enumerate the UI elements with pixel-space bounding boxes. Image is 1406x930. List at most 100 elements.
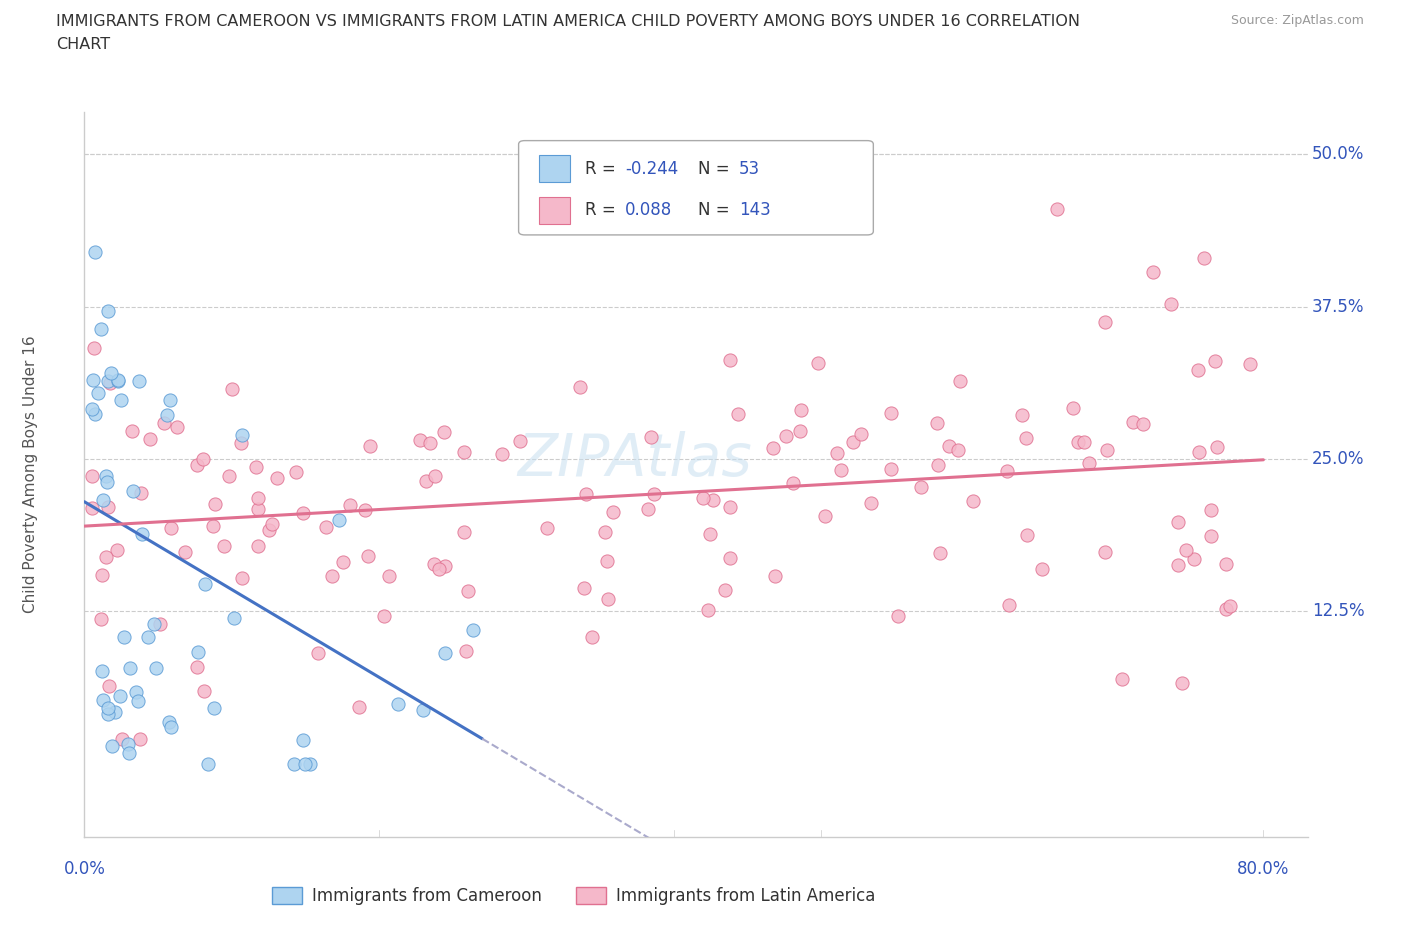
Point: [160, 720, 183, 735]
Point: [108, 688, 131, 703]
Text: 12.5%: 12.5%: [1312, 603, 1364, 620]
Point: [775, 429, 797, 444]
Point: [692, 490, 714, 505]
Point: [1142, 264, 1164, 279]
Point: [1215, 602, 1237, 617]
Point: [575, 486, 598, 501]
Text: R =: R =: [585, 160, 620, 178]
Point: [714, 583, 737, 598]
Point: [1111, 671, 1133, 686]
Point: [640, 430, 662, 445]
Point: [378, 569, 401, 584]
Point: [860, 496, 883, 511]
Point: [101, 738, 124, 753]
Point: [127, 694, 149, 709]
Point: [718, 551, 741, 565]
Point: [790, 403, 813, 418]
Point: [143, 617, 166, 631]
Point: [247, 538, 270, 553]
Point: [962, 493, 984, 508]
Point: [851, 427, 873, 442]
Point: [1171, 675, 1194, 690]
Point: [166, 419, 188, 434]
Point: [131, 526, 153, 541]
Point: [593, 525, 616, 539]
Text: IMMIGRANTS FROM CAMEROON VS IMMIGRANTS FROM LATIN AMERICA CHILD POVERTY AMONG BO: IMMIGRANTS FROM CAMEROON VS IMMIGRANTS F…: [56, 14, 1080, 29]
Point: [83, 406, 105, 421]
Point: [1132, 417, 1154, 432]
Point: [1011, 407, 1033, 422]
Point: [423, 469, 446, 484]
Point: [880, 405, 903, 420]
Point: [91, 693, 114, 708]
Point: [121, 424, 143, 439]
Point: [373, 609, 395, 624]
Point: [129, 485, 152, 500]
Point: [762, 440, 785, 455]
Point: [1167, 557, 1189, 572]
Point: [1187, 363, 1209, 378]
Text: 50.0%: 50.0%: [1312, 145, 1364, 164]
Point: [702, 493, 724, 508]
Point: [83, 340, 105, 355]
Point: [159, 714, 181, 729]
Point: [97, 374, 120, 389]
Point: [128, 732, 150, 747]
Point: [1160, 297, 1182, 312]
Point: [160, 521, 183, 536]
Text: N =: N =: [699, 160, 735, 178]
Point: [581, 630, 603, 644]
Point: [1046, 202, 1069, 217]
Point: [1239, 357, 1261, 372]
Point: [699, 526, 721, 541]
Point: [246, 501, 269, 516]
Point: [491, 446, 513, 461]
Point: [1067, 434, 1090, 449]
Point: [718, 500, 741, 515]
Point: [266, 471, 288, 485]
Point: [231, 571, 253, 586]
Point: [1204, 353, 1226, 368]
Point: [1194, 250, 1216, 265]
Point: [1199, 529, 1222, 544]
Point: [315, 519, 337, 534]
Point: [80, 402, 103, 417]
Bar: [540, 154, 569, 182]
Point: [433, 645, 456, 660]
Point: [842, 435, 865, 450]
Point: [139, 432, 162, 446]
Text: 143: 143: [738, 202, 770, 219]
Point: [427, 561, 450, 576]
Point: [789, 423, 811, 438]
Point: [1094, 544, 1116, 559]
Point: [152, 416, 174, 431]
Point: [125, 684, 148, 699]
Point: [1175, 542, 1198, 557]
Point: [347, 699, 370, 714]
Point: [204, 497, 226, 512]
Point: [602, 505, 624, 520]
Point: [457, 583, 479, 598]
Point: [949, 374, 972, 389]
Point: [827, 446, 849, 461]
Point: [97, 304, 120, 319]
Point: [194, 576, 217, 591]
Point: [814, 509, 837, 524]
Point: [387, 697, 409, 711]
Point: [257, 523, 280, 538]
Point: [596, 553, 619, 568]
Point: [928, 545, 950, 560]
Text: 25.0%: 25.0%: [1312, 450, 1364, 468]
Point: [117, 737, 139, 752]
Point: [100, 365, 122, 380]
Point: [308, 646, 330, 661]
Point: [80, 468, 103, 483]
Text: R =: R =: [585, 202, 620, 219]
Point: [222, 611, 245, 626]
Point: [90, 321, 112, 336]
Point: [509, 433, 531, 448]
Point: [122, 484, 145, 498]
Point: [880, 461, 903, 476]
Point: [1094, 314, 1116, 329]
Text: N =: N =: [699, 202, 735, 219]
